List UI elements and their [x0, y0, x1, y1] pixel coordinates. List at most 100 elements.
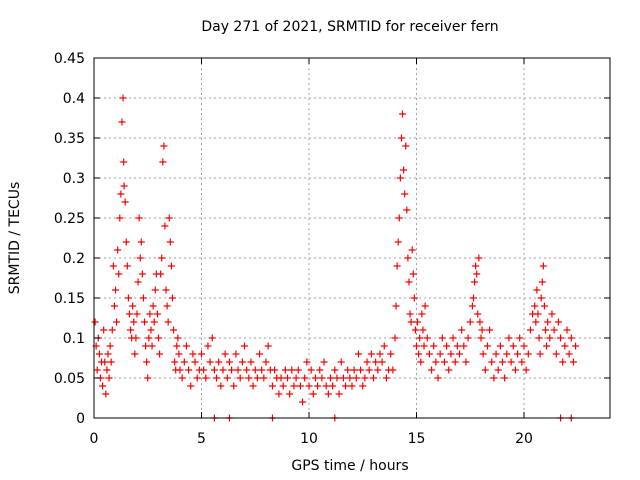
data-point-marker: [200, 366, 208, 374]
data-point-marker: [505, 334, 513, 342]
data-point-marker: [416, 334, 424, 342]
data-point-marker: [228, 366, 236, 374]
data-point-marker: [318, 374, 326, 382]
data-point-marker: [481, 366, 489, 374]
data-point-marker: [544, 318, 552, 326]
data-point-marker: [405, 278, 413, 286]
data-point-marker: [418, 310, 426, 318]
data-point-marker: [299, 398, 307, 406]
data-point-marker: [329, 382, 337, 390]
data-point-marker: [458, 326, 466, 334]
data-point-marker: [548, 310, 556, 318]
data-point-marker: [572, 342, 580, 350]
data-point-marker: [187, 382, 195, 390]
data-point-marker: [258, 366, 266, 374]
data-point-marker: [468, 302, 476, 310]
data-point-marker: [133, 310, 141, 318]
data-point-marker: [121, 198, 129, 206]
data-point-marker: [466, 318, 474, 326]
data-point-marker: [537, 294, 545, 302]
data-point-marker: [479, 350, 487, 358]
data-point-marker: [419, 326, 427, 334]
data-point-marker: [230, 382, 238, 390]
data-point-marker: [217, 382, 225, 390]
y-tick-label: 0.35: [54, 131, 85, 147]
data-point-marker: [132, 334, 140, 342]
data-point-marker: [397, 134, 405, 142]
data-point-marker: [245, 374, 253, 382]
data-point-marker: [161, 222, 169, 230]
data-point-marker: [116, 214, 124, 222]
data-point-marker: [501, 374, 509, 382]
data-point-marker: [389, 366, 397, 374]
data-point-marker: [557, 334, 565, 342]
data-point-marker: [486, 326, 494, 334]
data-point-marker: [428, 366, 436, 374]
data-point-marker: [135, 214, 143, 222]
data-point-marker: [516, 334, 524, 342]
data-point-marker: [144, 374, 152, 382]
data-point-marker: [533, 286, 541, 294]
data-point-marker: [401, 190, 409, 198]
data-point-marker: [414, 318, 422, 326]
data-point-marker: [129, 302, 137, 310]
data-point-marker: [100, 326, 108, 334]
data-point-marker: [432, 358, 440, 366]
data-point-marker: [104, 350, 112, 358]
data-point-marker: [170, 326, 178, 334]
data-point-marker: [460, 342, 468, 350]
x-axis-ticks: 0 5 10 15 20: [90, 58, 533, 447]
data-point-marker: [109, 262, 117, 270]
data-point-marker: [198, 350, 205, 358]
data-point-marker: [402, 142, 410, 150]
data-point-marker: [411, 326, 419, 334]
data-point-marker: [176, 366, 184, 374]
data-point-marker: [232, 350, 240, 358]
data-point-marker: [474, 310, 482, 318]
data-point-marker: [478, 326, 486, 334]
data-point-marker: [503, 350, 511, 358]
data-point-marker: [271, 366, 279, 374]
data-point-marker: [536, 350, 544, 358]
data-point-marker: [162, 286, 170, 294]
y-axis-label: SRMTID / TECUs: [7, 182, 23, 295]
data-point-marker: [540, 302, 548, 310]
data-point-marker: [396, 174, 404, 182]
data-point-marker: [208, 334, 216, 342]
data-point-marker: [167, 262, 175, 270]
data-point-marker: [236, 374, 244, 382]
data-point-marker: [417, 358, 425, 366]
data-point-marker: [103, 366, 111, 374]
data-point-marker: [376, 350, 384, 358]
data-point-marker: [150, 318, 158, 326]
data-point-marker: [526, 326, 534, 334]
data-point-marker: [518, 358, 526, 366]
data-point-marker: [511, 366, 519, 374]
data-point-marker: [238, 358, 246, 366]
data-point-marker: [337, 358, 345, 366]
data-point-marker: [151, 286, 159, 294]
data-point-marker: [569, 358, 577, 366]
data-point-marker: [509, 342, 517, 350]
y-tick-label: 0.25: [54, 211, 85, 227]
data-point-marker: [314, 382, 322, 390]
data-point-marker: [324, 390, 332, 398]
data-point-marker: [475, 254, 483, 262]
data-point-marker: [173, 342, 181, 350]
data-point-marker: [99, 382, 107, 390]
data-point-marker: [286, 390, 294, 398]
data-point-marker: [567, 334, 575, 342]
data-point-marker: [125, 310, 133, 318]
data-point-marker: [157, 270, 165, 278]
data-point-marker: [215, 358, 223, 366]
data-point-marker: [153, 310, 161, 318]
data-point-marker: [451, 358, 459, 366]
data-point-marker: [403, 206, 411, 214]
data-point-marker: [378, 358, 386, 366]
data-point-marker: [410, 294, 418, 302]
data-point-marker: [136, 254, 144, 262]
data-point-marker: [522, 366, 530, 374]
data-point-marker: [472, 262, 480, 270]
data-point-marker: [281, 366, 289, 374]
